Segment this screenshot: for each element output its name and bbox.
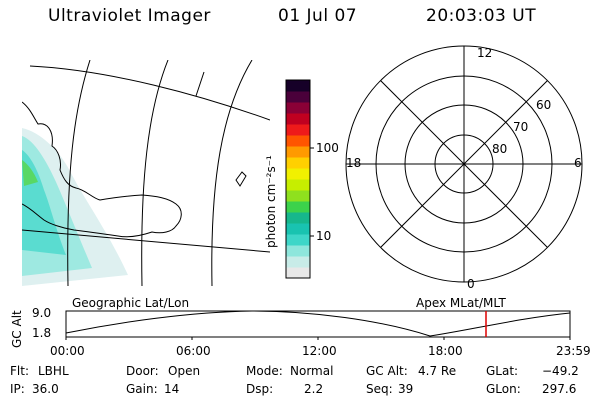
mlat-label-70: 70	[513, 120, 529, 134]
mode-label: Mode:	[246, 364, 283, 378]
geographic-map	[22, 60, 270, 286]
colorbar	[286, 80, 310, 279]
timeline-xtick: 12:00	[302, 344, 337, 358]
mlt-label-0: 0	[467, 277, 475, 291]
colorbar-segment	[286, 146, 310, 158]
colorbar-label: photon cm⁻²s⁻¹	[264, 155, 278, 248]
time-label: 20:03:03 UT	[426, 6, 537, 26]
dsp-value: 2.2	[304, 382, 324, 396]
timeline-xtick: 06:00	[176, 344, 211, 358]
apex-label: Apex MLat/MLT	[416, 296, 506, 310]
geographic-label: Geographic Lat/Lon	[72, 296, 190, 310]
mlat-label-80: 80	[492, 142, 508, 156]
gc-alt-label: GC Alt:	[366, 364, 408, 378]
coastline	[22, 101, 182, 238]
gain-label: Gain:	[126, 382, 158, 396]
colorbar-segment	[286, 124, 310, 136]
gain-value: 14	[164, 382, 180, 396]
colorbar-segment	[286, 91, 310, 103]
colorbar-segment	[286, 212, 310, 224]
glat-value: −49.2	[542, 364, 579, 378]
colorbar-segment	[286, 179, 310, 191]
ip-value: 36.0	[32, 382, 59, 396]
mlat-label-60: 60	[536, 98, 552, 112]
colorbar-tick-10: 10	[316, 229, 332, 243]
polar-plot	[345, 45, 583, 283]
colorbar-segment	[286, 190, 310, 202]
seq-label: Seq:	[366, 382, 393, 396]
timeline-xtick: 00:00	[50, 344, 85, 358]
colorbar-segment	[286, 267, 310, 279]
mlt-label-12: 12	[477, 46, 493, 60]
altitude-curve	[65, 310, 571, 337]
latlon-grid	[22, 60, 270, 286]
dsp-label: Dsp:	[246, 382, 274, 396]
door-label: Door:	[126, 364, 159, 378]
mode-value: Normal	[290, 364, 334, 378]
colorbar-segment	[286, 234, 310, 246]
colorbar-segment	[286, 113, 310, 125]
mlt-label-18: 18	[346, 156, 362, 170]
seq-value: 39	[398, 382, 414, 396]
timeline-plot	[65, 310, 571, 340]
glon-label: GLon:	[486, 382, 521, 396]
date-label: 01 Jul 07	[278, 6, 358, 26]
colorbar-segment	[286, 223, 310, 235]
timeline-ylabel: GC Alt	[10, 310, 24, 348]
colorbar-segment	[286, 80, 310, 92]
mlt-label-6: 6	[574, 156, 582, 170]
door-value: Open	[168, 364, 201, 378]
timeline-xtick: 18:00	[428, 344, 463, 358]
glat-label: GLat:	[486, 364, 519, 378]
colorbar-tick-100: 100	[316, 141, 339, 155]
aurora-emission	[22, 128, 128, 286]
colorbar-segment	[286, 201, 310, 213]
colorbar-segment	[286, 157, 310, 169]
instrument-title: Ultraviolet Imager	[48, 6, 211, 26]
colorbar-segment	[286, 256, 310, 268]
glon-value: 297.6	[542, 382, 577, 396]
timeline-xtick: 23:59	[556, 344, 591, 358]
colorbar-segment	[286, 102, 310, 114]
gc-alt-value: 4.7 Re	[418, 364, 457, 378]
ip-label: IP:	[10, 382, 25, 396]
timeline-ytick-top: 9.0	[32, 306, 52, 320]
timeline-ytick-bottom: 1.8	[32, 326, 52, 340]
colorbar-segment	[286, 245, 310, 257]
colorbar-segment	[286, 135, 310, 147]
colorbar-segment	[286, 168, 310, 180]
flt-value: LBHL	[38, 364, 69, 378]
flt-label: Flt:	[10, 364, 29, 378]
